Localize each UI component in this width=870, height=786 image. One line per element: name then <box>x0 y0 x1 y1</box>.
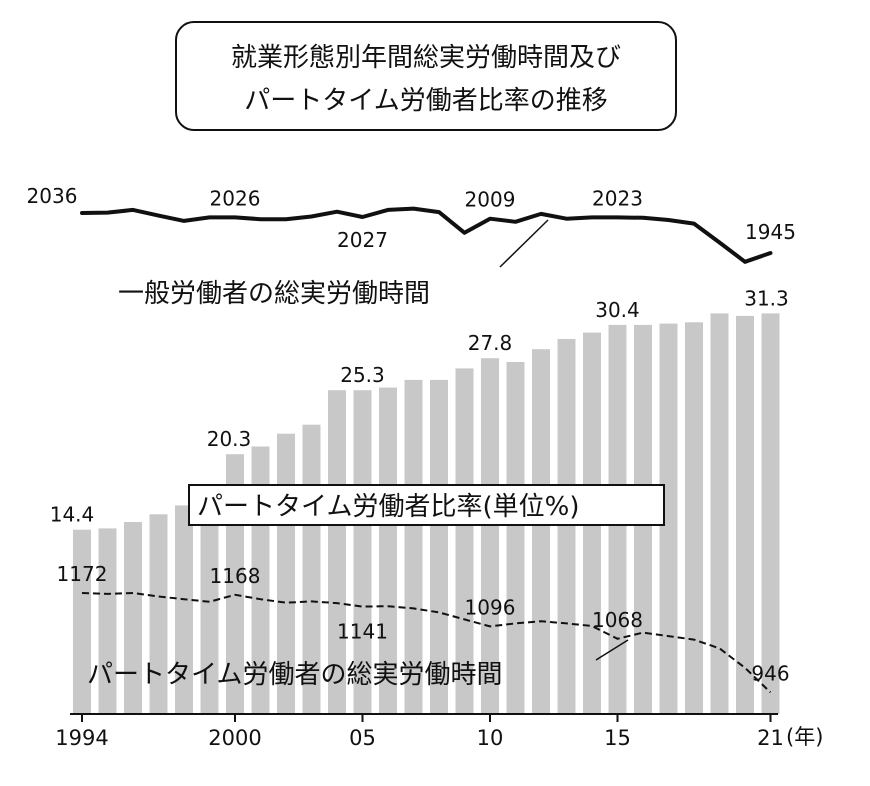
general-hours-line <box>80 206 773 264</box>
part-hours-label-2005: 1141 <box>337 620 388 644</box>
data-labels-layer: 14.4 20.3 25.3 27.8 30.4 31.3 2036 2026 2027 2009… <box>27 184 796 685</box>
chart-title-line-1: 就業形態別年間総実労働時間及び <box>231 43 621 73</box>
x-tick-label-2005: 05 <box>349 726 376 750</box>
part-ratio-label-box <box>188 484 665 526</box>
part-hours-label-2021: 946 <box>751 661 789 685</box>
bar-2021 <box>761 313 780 714</box>
bar-2007 <box>404 379 423 714</box>
bar-2013 <box>557 339 576 714</box>
x-ticks-layer: 1994 2000 05 10 15 21 <box>55 714 784 750</box>
bars-label-2021: 31.3 <box>744 286 789 310</box>
x-tick-label-2021: 21 <box>757 726 784 750</box>
bar-1994 <box>73 529 91 714</box>
part-ratio-series-label: パートタイム労働者比率(単位%) <box>197 492 579 522</box>
general-hours-label-2000: 2026 <box>210 186 261 210</box>
bar-2019 <box>710 313 729 714</box>
bars-label-2000: 20.3 <box>207 427 252 451</box>
general-hours-label-2021: 1945 <box>745 220 796 244</box>
general-hours-label-2005: 2027 <box>337 228 388 252</box>
bars-label-2005: 25.3 <box>340 363 385 387</box>
bar-2012 <box>532 349 550 714</box>
general-hours-label-2015: 2023 <box>592 186 643 210</box>
part-hours-leader-line <box>595 639 629 661</box>
x-tick-label-2010: 10 <box>477 726 504 750</box>
x-axis-unit-label: (年) <box>786 725 823 749</box>
title-box <box>175 21 677 131</box>
part-hours-series-label: パートタイム労働者の総実労働時間 <box>87 660 502 690</box>
part-hours-line <box>81 592 772 694</box>
bar-2008 <box>430 379 448 714</box>
bar-1999 <box>200 486 219 714</box>
x-tick-label-2000: 2000 <box>208 726 261 750</box>
bar-1998 <box>175 505 193 714</box>
general-hours-leader-line <box>499 219 549 268</box>
x-tick-label-1994: 1994 <box>55 726 108 750</box>
bar-2006 <box>379 387 397 714</box>
bar-2005 <box>353 390 372 714</box>
bar-1996 <box>124 522 142 714</box>
chart-title: 就業形態別年間総実労働時間及び パートタイム労働者比率の推移 <box>175 21 677 131</box>
part-hours-label-2010: 1096 <box>465 595 516 619</box>
bar-1997 <box>149 514 168 714</box>
part-hours-label-2015: 1068 <box>592 608 643 632</box>
bar-2018 <box>685 322 703 714</box>
general-hours-label-2010: 2009 <box>465 188 516 212</box>
bar-2009 <box>455 368 474 714</box>
bars-label-2015: 30.4 <box>595 298 640 322</box>
x-tick-label-2015: 15 <box>604 726 631 750</box>
bar-2017 <box>659 323 678 714</box>
lines-layer <box>80 206 773 694</box>
chart-title-line-2: パートタイム労働者比率の推移 <box>244 86 607 116</box>
general-hours-label-1994: 2036 <box>27 184 78 208</box>
bars-label-1994: 14.4 <box>50 503 95 527</box>
bar-2020 <box>736 315 754 714</box>
bar-2011 <box>506 362 525 714</box>
bar-1995 <box>98 528 117 714</box>
bar-2004 <box>328 390 346 714</box>
part-hours-label-2000: 1168 <box>210 564 261 588</box>
bars-label-2010: 27.8 <box>468 331 513 355</box>
general-hours-series-label: 一般労働者の総実労働時間 <box>118 279 430 309</box>
part-hours-label-1994: 1172 <box>57 562 108 586</box>
